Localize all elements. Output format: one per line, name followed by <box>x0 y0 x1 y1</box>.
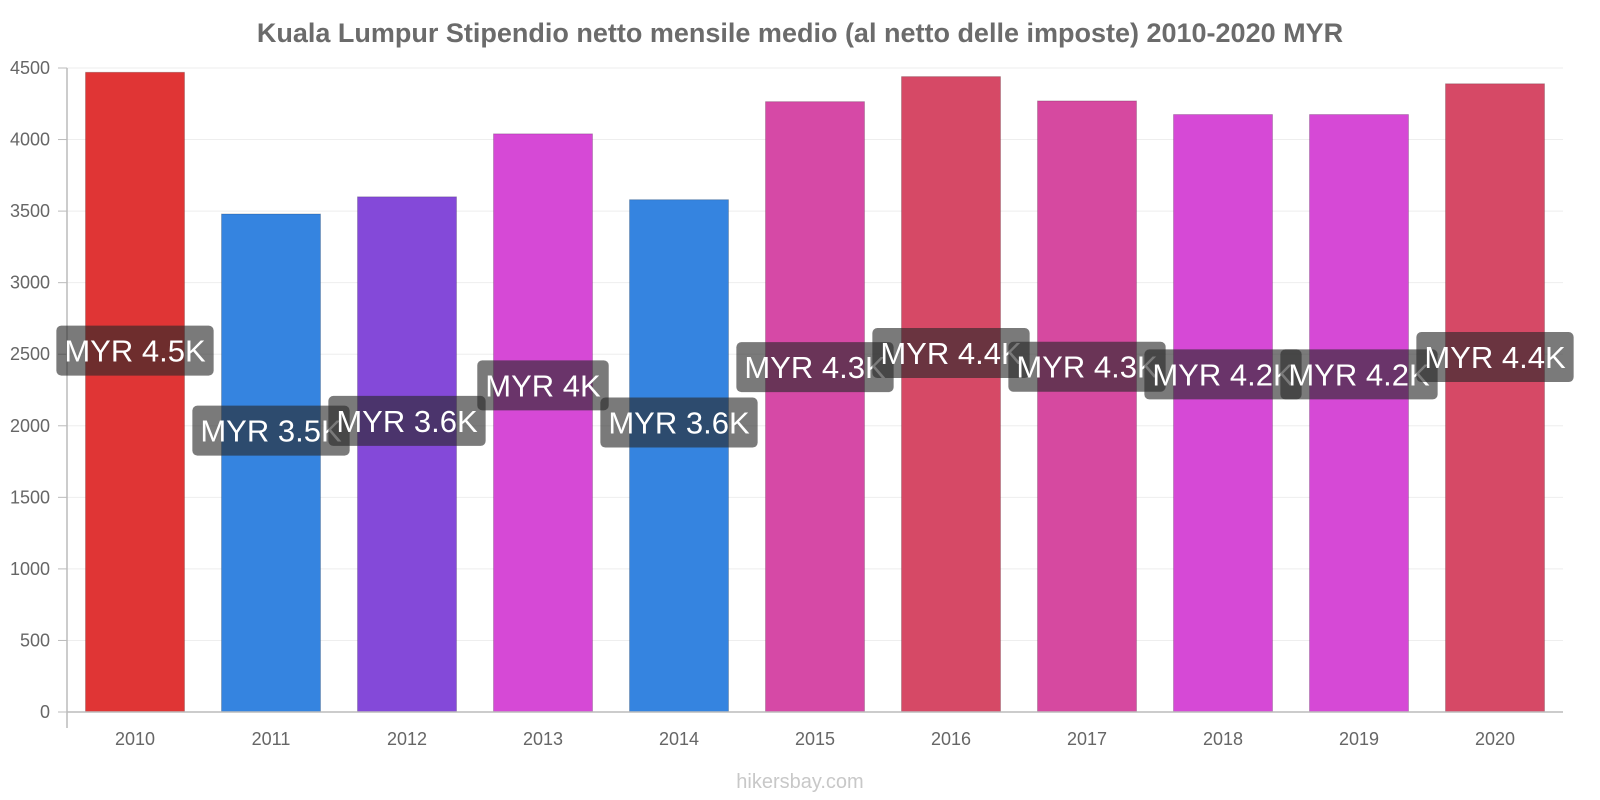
data-label: MYR 4.5K <box>56 325 214 376</box>
data-label-box <box>1144 349 1302 400</box>
data-label-box <box>872 327 1030 378</box>
data-label-text: MYR 3.5K <box>200 414 342 449</box>
y-tick-label: 0 <box>40 702 50 722</box>
x-tick-label: 2013 <box>523 729 563 749</box>
data-label-text: MYR 4.4K <box>1424 340 1566 375</box>
axes: 0 500 1000 1500 2000 2500 3000 3500 4000 4500 2010… <box>10 58 1563 749</box>
bar-2010 <box>85 71 185 713</box>
data-label-text: MYR 4.5K <box>64 334 206 369</box>
data-label-box <box>1008 341 1166 392</box>
y-tick-label: 500 <box>20 630 50 650</box>
x-tick-label: 2012 <box>387 729 427 749</box>
footer-source: hikersbay.com <box>736 771 863 793</box>
data-label-text: MYR 4K <box>485 368 601 403</box>
x-tick-label: 2019 <box>1339 729 1379 749</box>
data-label-box <box>736 342 894 393</box>
x-tick-label: 2020 <box>1475 729 1515 749</box>
bars <box>85 71 1545 713</box>
data-label-box <box>1416 332 1574 383</box>
bar-2014 <box>629 199 729 713</box>
data-label: MYR 4.4K <box>1416 332 1574 383</box>
data-label-text: MYR 4.2K <box>1288 357 1430 392</box>
bar-2017 <box>1037 100 1137 713</box>
data-label: MYR 4.3K <box>736 342 894 393</box>
y-tick-label: 3500 <box>10 201 50 221</box>
data-label: MYR 4.2K <box>1144 349 1302 400</box>
data-label-text: MYR 3.6K <box>336 404 478 439</box>
y-tick-label: 3000 <box>10 273 50 293</box>
data-label-box <box>56 325 214 376</box>
x-tick-label: 2017 <box>1067 729 1107 749</box>
chart-title: Kuala Lumpur Stipendio netto mensile med… <box>257 18 1343 48</box>
data-label: MYR 3.5K <box>192 405 350 456</box>
data-label-text: MYR 4.4K <box>880 336 1022 371</box>
data-label-box <box>477 360 609 411</box>
x-tick-label: 2010 <box>115 729 155 749</box>
data-label: MYR 4.3K <box>1008 341 1166 392</box>
bar-2011 <box>221 213 321 713</box>
bar-2016 <box>901 76 1001 713</box>
bar-2018 <box>1173 114 1273 713</box>
bar-2013 <box>493 133 593 713</box>
data-label-box <box>328 395 486 446</box>
data-label: MYR 4.2K <box>1280 349 1438 400</box>
y-tick-label: 4000 <box>10 130 50 150</box>
y-tick-label: 4500 <box>10 58 50 78</box>
bar-2015 <box>765 101 865 713</box>
data-label-text: MYR 3.6K <box>608 406 750 441</box>
data-label-box <box>600 397 758 448</box>
data-label: MYR 4K <box>477 360 609 411</box>
data-label-box <box>192 405 350 456</box>
data-label-box <box>1280 349 1438 400</box>
y-tick-label: 1500 <box>10 487 50 507</box>
y-tick-label: 2000 <box>10 416 50 436</box>
x-tick-label: 2011 <box>252 729 291 749</box>
x-tick-label: 2015 <box>795 729 835 749</box>
data-label: MYR 4.4K <box>872 327 1030 378</box>
bar-2020 <box>1445 83 1545 713</box>
bar-2012 <box>357 196 457 713</box>
data-label: MYR 3.6K <box>600 397 758 448</box>
y-tick-label: 1000 <box>10 559 50 579</box>
x-tick-label: 2014 <box>659 729 699 749</box>
data-label-text: MYR 4.3K <box>1016 350 1158 385</box>
bar-2019 <box>1309 114 1409 713</box>
x-tick-label: 2016 <box>931 729 971 749</box>
x-tick-label: 2018 <box>1203 729 1243 749</box>
data-label: MYR 3.6K <box>328 395 486 446</box>
data-label-text: MYR 4.3K <box>744 350 886 385</box>
data-label-text: MYR 4.2K <box>1152 357 1294 392</box>
y-tick-label: 2500 <box>10 344 50 364</box>
